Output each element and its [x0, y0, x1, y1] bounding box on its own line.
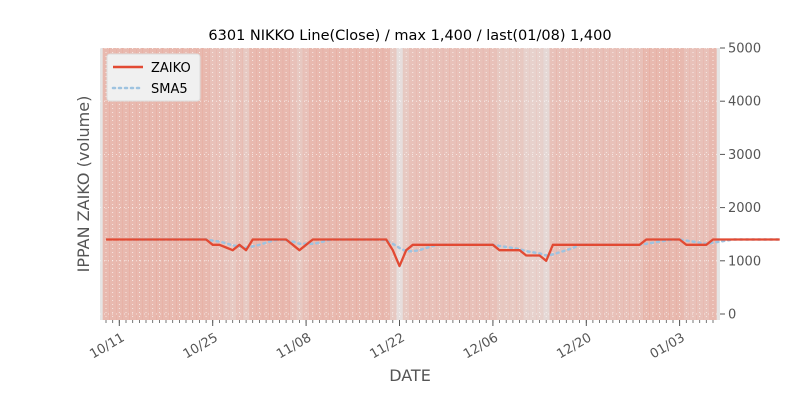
x-tick-label: 11/08: [274, 330, 314, 362]
x-tick-label: 12/06: [461, 330, 501, 362]
zaiko-series: [106, 238, 780, 268]
zaiko-line: [106, 238, 780, 268]
x-axis-ticks: 10/11 10/25 11/08 11/22 12/06 12/20 01/03: [87, 320, 714, 362]
legend-zaiko-label: ZAIKO: [151, 61, 191, 76]
legend-sma5-label: SMA5: [151, 82, 188, 97]
x-tick-label: 01/03: [648, 330, 688, 362]
y-tick-label: 1000: [728, 254, 761, 269]
grid: [100, 47, 720, 320]
chart-title: 6301 NIKKO Line(Close) / max 1,400 / las…: [208, 28, 611, 44]
y-tick-label: 5000: [728, 42, 761, 57]
y-axis-ticks: 0 1000 2000 3000 4000 5000: [720, 42, 761, 323]
x-axis-title: DATE: [389, 366, 431, 385]
y-tick-label: 4000: [728, 95, 761, 110]
y-tick-label: 0: [728, 308, 736, 323]
x-tick-label: 12/20: [554, 330, 594, 362]
y-axis-title: IPPAN ZAIKO (volume): [74, 96, 93, 273]
x-tick-label: 11/22: [368, 330, 408, 362]
y-tick-label: 2000: [728, 201, 761, 216]
x-tick-label: 10/11: [87, 330, 127, 362]
x-tick-label: 10/25: [181, 330, 221, 362]
legend: ZAIKO SMA5: [106, 53, 201, 102]
y-tick-label: 3000: [728, 148, 761, 163]
